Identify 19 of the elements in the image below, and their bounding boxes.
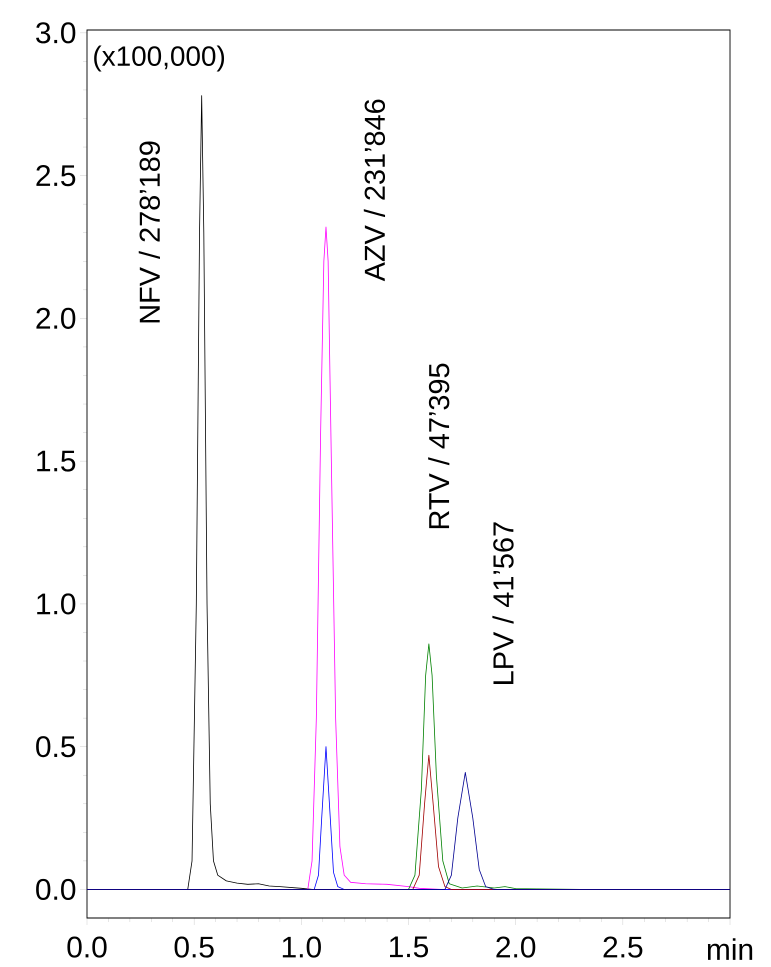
annotation: NFV / 278’189: [138, 142, 160, 322]
x-tick-label: 2.0: [496, 936, 536, 958]
x-axis-title: min: [708, 938, 752, 960]
y-tick-label: 1.0: [37, 593, 76, 614]
annotation: AZV / 231’846: [364, 100, 386, 282]
y-tick-label: 2.0: [36, 308, 76, 329]
annotation: (x100,000): [94, 46, 224, 72]
x-tick-label: 1.5: [390, 936, 428, 958]
y-tick-label: 1.5: [37, 450, 76, 472]
annotation: RTV / 47’395: [428, 364, 450, 528]
y-tick-label: 2.5: [36, 165, 76, 186]
y-tick-label: 3.0: [36, 22, 76, 44]
x-tick-label: 1.0: [282, 936, 321, 958]
y-tick-label: 0.0: [36, 878, 76, 900]
annotation: LPV / 41’567: [492, 522, 514, 684]
x-tick-label: 0.5: [174, 936, 214, 958]
x-tick-label: 2.5: [604, 936, 642, 958]
x-tick-label: 0.0: [67, 936, 107, 958]
y-tick-label: 0.5: [36, 736, 76, 758]
